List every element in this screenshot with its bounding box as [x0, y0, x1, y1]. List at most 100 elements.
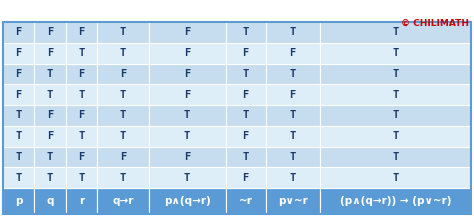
Text: T: T — [392, 110, 399, 120]
Text: F: F — [120, 69, 126, 79]
Bar — [3, 22, 35, 43]
Text: F: F — [184, 152, 190, 162]
Text: F: F — [78, 27, 84, 37]
Bar — [3, 84, 35, 105]
Text: F: F — [242, 173, 249, 183]
Bar — [3, 64, 35, 84]
Text: T: T — [16, 173, 22, 183]
Text: T: T — [120, 110, 126, 120]
Text: F: F — [16, 27, 22, 37]
Bar — [35, 22, 66, 43]
Bar — [97, 126, 148, 146]
Bar — [148, 167, 226, 188]
Text: T: T — [392, 27, 399, 37]
Bar — [97, 167, 148, 188]
Text: T: T — [120, 48, 126, 58]
Text: T: T — [290, 27, 296, 37]
Bar — [226, 167, 265, 188]
Text: T: T — [392, 152, 399, 162]
Bar — [35, 64, 66, 84]
Text: T: T — [120, 90, 126, 100]
Text: F: F — [78, 110, 84, 120]
Text: F: F — [184, 69, 190, 79]
Bar — [97, 43, 148, 64]
Bar — [320, 146, 471, 167]
Text: T: T — [392, 90, 399, 100]
Text: F: F — [78, 152, 84, 162]
Bar — [320, 43, 471, 64]
Text: F: F — [78, 69, 84, 79]
Bar — [148, 64, 226, 84]
Bar — [97, 64, 148, 84]
Text: T: T — [392, 131, 399, 141]
Text: F: F — [120, 152, 126, 162]
Bar — [320, 84, 471, 105]
Text: F: F — [47, 48, 53, 58]
Bar — [3, 126, 35, 146]
Bar — [320, 188, 471, 214]
Text: T: T — [78, 90, 84, 100]
Text: T: T — [47, 69, 53, 79]
Text: T: T — [392, 48, 399, 58]
Text: (p∧(q→r)) → (p∨~r): (p∧(q→r)) → (p∨~r) — [340, 196, 451, 206]
Bar — [265, 105, 320, 126]
Bar — [66, 22, 97, 43]
Text: T: T — [47, 173, 53, 183]
Bar — [3, 105, 35, 126]
Bar — [66, 126, 97, 146]
Text: F: F — [184, 27, 190, 37]
Text: T: T — [242, 152, 249, 162]
Text: T: T — [242, 110, 249, 120]
Text: p∧(q→r): p∧(q→r) — [164, 196, 210, 206]
Text: T: T — [78, 48, 84, 58]
Text: T: T — [290, 173, 296, 183]
Text: T: T — [120, 27, 126, 37]
Bar — [320, 126, 471, 146]
Bar — [265, 43, 320, 64]
Bar — [66, 146, 97, 167]
Text: F: F — [242, 131, 249, 141]
Bar — [97, 146, 148, 167]
Bar — [265, 64, 320, 84]
Bar — [66, 167, 97, 188]
Text: T: T — [242, 27, 249, 37]
Bar — [320, 105, 471, 126]
Text: F: F — [290, 90, 296, 100]
Bar — [35, 105, 66, 126]
Bar — [3, 22, 471, 214]
Bar — [148, 126, 226, 146]
Bar — [3, 43, 35, 64]
Text: F: F — [47, 27, 53, 37]
Bar — [226, 146, 265, 167]
Text: T: T — [290, 131, 296, 141]
Text: F: F — [16, 48, 22, 58]
Bar — [35, 146, 66, 167]
Bar — [320, 64, 471, 84]
Bar — [66, 84, 97, 105]
Bar — [226, 64, 265, 84]
Text: T: T — [78, 173, 84, 183]
Text: ~r: ~r — [238, 196, 253, 206]
Text: F: F — [242, 48, 249, 58]
Bar — [35, 188, 66, 214]
Text: F: F — [47, 131, 53, 141]
Bar — [35, 43, 66, 64]
Text: p: p — [15, 196, 22, 206]
Bar — [66, 43, 97, 64]
Text: T: T — [290, 152, 296, 162]
Bar — [265, 126, 320, 146]
Text: T: T — [47, 152, 53, 162]
Bar — [226, 105, 265, 126]
Bar — [97, 22, 148, 43]
Text: q→r: q→r — [112, 196, 134, 206]
Text: T: T — [78, 131, 84, 141]
Text: F: F — [184, 48, 190, 58]
Bar — [97, 84, 148, 105]
Bar — [265, 167, 320, 188]
Bar — [226, 188, 265, 214]
Bar — [148, 146, 226, 167]
Text: p∨~r: p∨~r — [278, 196, 308, 206]
Text: T: T — [392, 69, 399, 79]
Bar — [3, 146, 35, 167]
Bar — [226, 22, 265, 43]
